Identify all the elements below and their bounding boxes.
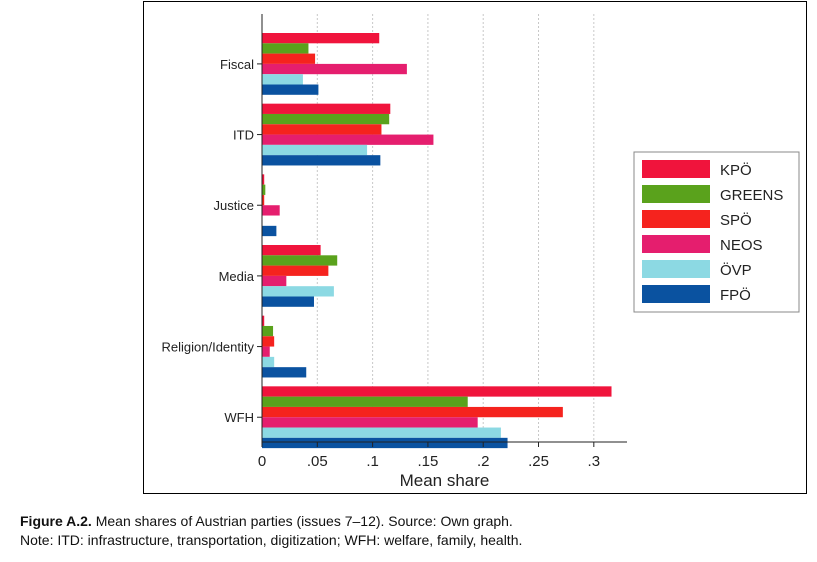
category-label: Religion/Identity [162, 340, 255, 355]
bar-media-5 [262, 296, 314, 307]
legend-swatch [642, 160, 710, 178]
gridlines [316, 14, 595, 442]
legend-swatch [642, 185, 710, 203]
x-tick-label: .15 [417, 453, 438, 470]
figure-caption: Figure A.2. Mean shares of Austrian part… [20, 512, 800, 550]
x-tick-label: .05 [307, 453, 328, 470]
caption-text: Mean shares of Austrian parties (issues … [95, 513, 513, 529]
bar-fiscal-0 [262, 33, 380, 44]
x-tick-label: .2 [477, 453, 490, 470]
legend-label: NEOS [720, 237, 763, 254]
bar-media-2 [262, 265, 329, 276]
bar-media-0 [262, 245, 321, 256]
bar-wfh-1 [262, 396, 468, 407]
bar-itd-0 [262, 103, 391, 114]
legend-swatch [642, 210, 710, 228]
bar-justice-3 [262, 205, 280, 216]
legend-swatch [642, 285, 710, 303]
bar-religion-identity-3 [262, 346, 270, 357]
bar-chart: Fiscal ITD Justice Media Religion/Identity WF… [162, 14, 800, 490]
bar-media-4 [262, 286, 334, 297]
category-label: Media [219, 269, 255, 284]
bar-religion-identity-5 [262, 367, 307, 378]
x-axis-title: Mean share [400, 471, 490, 490]
figure-label: Figure A.2. [20, 513, 92, 529]
bar-religion-identity-4 [262, 356, 275, 368]
bar-wfh-0 [262, 386, 612, 397]
chart-frame: Fiscal ITD Justice Media Religion/Identity WF… [143, 1, 807, 494]
bar-fiscal-3 [262, 63, 407, 75]
bar-justice-5 [262, 225, 277, 237]
bar-itd-3 [262, 134, 434, 145]
bar-fiscal-5 [262, 84, 319, 95]
legend-label: KPÖ [720, 161, 752, 179]
legend-label: SPÖ [720, 211, 752, 229]
legend-label: ÖVP [720, 261, 752, 279]
bar-itd-2 [262, 124, 382, 135]
bar-media-3 [262, 275, 287, 287]
category-label: WFH [224, 410, 254, 425]
category-label: Justice [214, 198, 254, 213]
bar-wfh-4 [262, 427, 501, 438]
legend-label: FPÖ [720, 286, 751, 304]
bar-fiscal-4 [262, 74, 303, 85]
bar-itd-4 [262, 144, 368, 156]
bar-itd-1 [262, 113, 390, 125]
axes [261, 14, 627, 443]
bar-wfh-3 [262, 417, 478, 428]
bar-justice-1 [262, 184, 266, 195]
x-tick-label: .3 [588, 453, 601, 470]
caption-note: Note: ITD: infrastructure, transportatio… [20, 532, 523, 548]
category-label: ITD [233, 128, 254, 143]
bar-wfh-5 [262, 437, 508, 449]
bar-religion-identity-1 [262, 325, 274, 337]
x-tick-label: .1 [366, 453, 379, 470]
bar-religion-identity-2 [262, 336, 275, 347]
bar-religion-identity-0 [262, 315, 265, 326]
bar-justice-0 [262, 174, 265, 185]
bar-wfh-2 [262, 406, 563, 418]
legend-swatch [642, 235, 710, 253]
legend-swatch [642, 260, 710, 278]
category-labels: Fiscal ITD Justice Media Religion/Identity WF… [162, 57, 262, 425]
bar-itd-5 [262, 155, 381, 166]
bar-fiscal-2 [262, 53, 316, 64]
x-tick-label: 0 [258, 453, 266, 470]
x-tick-label: .25 [528, 453, 549, 470]
bars [262, 33, 612, 449]
bar-justice-2 [262, 194, 265, 206]
legend: KPÖ GREENS SPÖ NEOS ÖVP FPÖ [633, 151, 800, 313]
caption-line-1: Figure A.2. Mean shares of Austrian part… [20, 512, 800, 531]
legend-label: GREENS [720, 187, 783, 204]
bar-fiscal-1 [262, 43, 309, 54]
x-tick-labels: 0 .05 .1 .15 .2 .25 .3 [258, 442, 600, 470]
category-label: Fiscal [220, 57, 254, 72]
bar-media-1 [262, 255, 338, 266]
